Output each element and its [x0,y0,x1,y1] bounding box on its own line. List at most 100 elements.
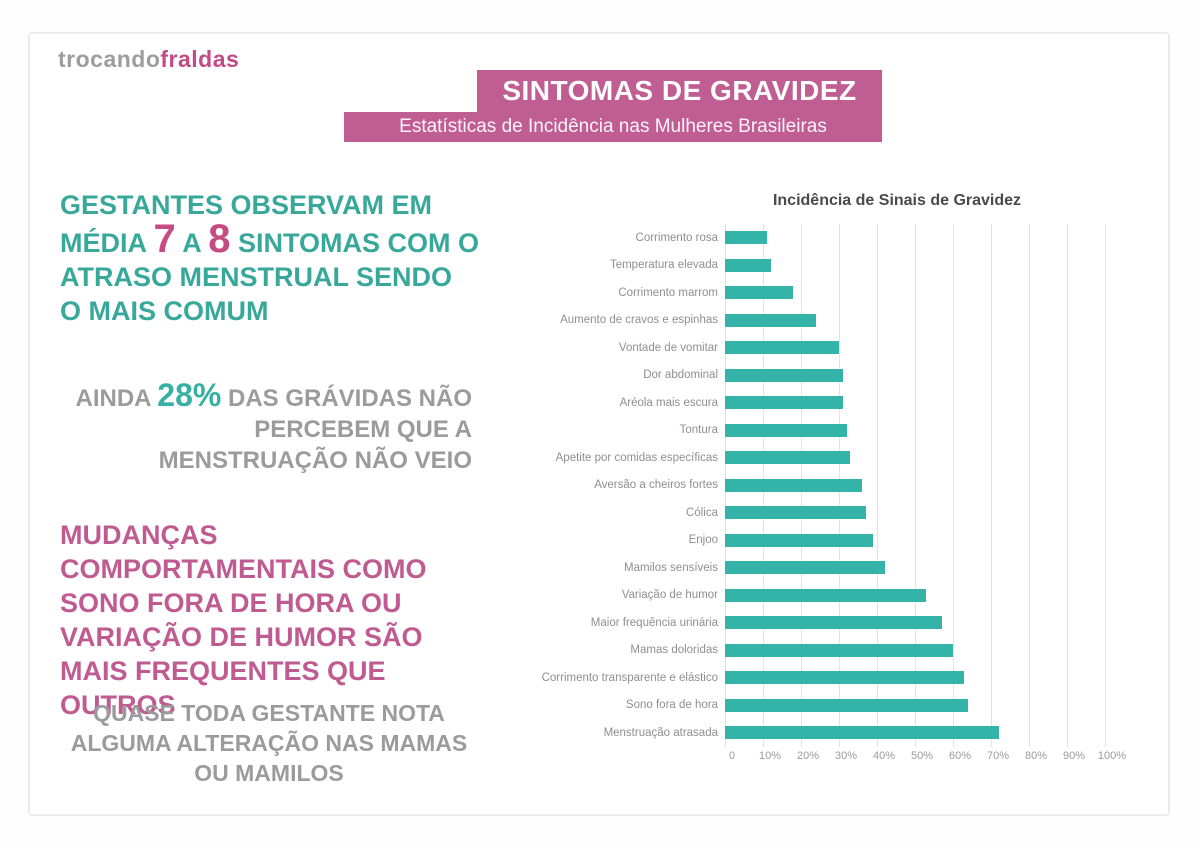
highlight-block-behavioral-changes: MUDANÇAS COMPORTAMENTAIS COMO SONO FORA … [60,520,427,720]
bar-track [725,224,1106,252]
bar-category-label: Sono fora de hora [625,699,718,712]
bar-track [725,361,1106,389]
highlight-text: DAS GRÁVIDAS NÃO PERCEBEM QUE A MENSTRUA… [158,385,472,474]
banner-subtitle: Estatísticas de Incidência nas Mulheres … [344,112,882,142]
bar-category-label: Apetite por comidas específicas [555,451,718,464]
bar-category-label: Menstruação atrasada [603,726,718,739]
chart-bar-row: Cólica [462,499,1113,527]
bar-track [725,389,1106,417]
bar-track [725,416,1106,444]
logo-part-trocando: trocando [58,46,161,72]
bar-category-label: Maior frequência urinária [590,616,718,629]
highlight-block-28-percent: AINDA 28% DAS GRÁVIDAS NÃO PERCEBEM QUE … [60,377,472,476]
bar-category-label: Variação de humor [621,589,718,602]
bar-track [725,471,1106,499]
bar-track [725,691,1106,719]
bar-track [725,526,1106,554]
chart-bar-row: Variação de humor [462,581,1113,609]
bar [725,506,866,520]
bar-track [725,609,1106,637]
infographic-card: trocandofraldas SINTOMAS DE GRAVIDEZ Est… [28,32,1170,816]
banner-title: SINTOMAS DE GRAVIDEZ [477,70,882,112]
highlight-text: GESTANTES OBSERVAM EM MÉDIA [60,190,433,258]
bar-track [725,636,1106,664]
bar-category-label: Cólica [686,506,718,519]
bar-track [725,444,1106,472]
bar [725,286,794,300]
bar-track [725,279,1106,307]
bar [725,258,771,272]
x-axis-tick: 80% [1024,750,1048,762]
bar [725,588,927,602]
chart-bar-row: Mamilos sensíveis [462,554,1113,582]
chart-bar-row: Mamas doloridas [462,636,1113,664]
bar-track [725,581,1106,609]
chart-x-axis: 0 10% 20% 30% 40% 50% 60% 70% 80% 90% 100% [728,750,1126,766]
x-axis-tick: 60% [948,750,972,762]
x-axis-tick: 50% [910,750,934,762]
chart-bar-row: Corrimento marrom [462,279,1113,307]
chart-bar-row: Apetite por comidas específicas [462,444,1113,472]
bar [725,643,953,657]
chart-bar-row: Tontura [462,416,1113,444]
bar-track [725,664,1106,692]
highlight-text: A [175,228,209,258]
x-axis-tick: 90% [1062,750,1086,762]
chart-title: Incidência de Sinais de Gravidez [772,192,1022,209]
bar-category-label: Corrimento transparente e elástico [541,671,718,684]
chart-bar-row: Corrimento transparente e elástico [462,664,1113,692]
site-logo: trocandofraldas [58,46,239,73]
chart-bar-row: Vontade de vomitar [462,334,1113,362]
x-axis-tick: 20% [796,750,820,762]
x-axis-tick: 30% [834,750,858,762]
chart-bar-row: Dor abdominal [462,361,1113,389]
highlight-block-breast-changes: QUASE TODA GESTANTE NOTA ALGUMA ALTERAÇÃ… [70,700,468,786]
bar [725,561,885,575]
bar-category-label: Tontura [679,424,718,437]
bar [725,533,874,547]
bar-category-label: Aversão a cheiros fortes [594,479,718,492]
chart-bar-row: Aversão a cheiros fortes [462,471,1113,499]
bar-category-label: Dor abdominal [643,369,718,382]
highlight-block-average-symptoms: GESTANTES OBSERVAM EM MÉDIA 7 A 8 SINTOM… [60,188,480,328]
chart-bar-row: Aumento de cravos e espinhas [462,306,1113,334]
bar-chart: Corrimento rosa Temperatura elevada Corrim… [462,224,1113,747]
bar [725,671,965,685]
chart-bar-row: Menstruação atrasada [462,719,1113,747]
bar [725,698,969,712]
chart-bar-row: Corrimento rosa [462,224,1113,252]
chart-bar-row: Temperatura elevada [462,251,1113,279]
chart-bar-row: Aréola mais escura [462,389,1113,417]
bar-track [725,499,1106,527]
highlight-number-7: 7 [153,217,176,261]
bar [725,616,942,630]
highlight-number-8: 8 [208,217,231,261]
bar [725,396,843,410]
bar-category-label: Aréola mais escura [619,396,718,409]
chart-bar-row: Enjoo [462,526,1113,554]
bar-category-label: Vontade de vomitar [618,341,718,354]
bar-track [725,719,1106,747]
bar-category-label: Corrimento marrom [618,286,718,299]
bar-category-label: Aumento de cravos e espinhas [560,314,718,327]
bar-track [725,251,1106,279]
logo-part-fraldas: fraldas [160,46,240,72]
x-axis-tick: 70% [986,750,1010,762]
x-axis-tick: 40% [872,750,896,762]
highlight-text: AINDA [75,385,158,412]
x-axis-tick: 0 [728,750,736,762]
bar [725,341,839,355]
x-axis-tick: 100% [1097,750,1127,762]
bar [725,478,862,492]
x-axis-tick: 10% [758,750,782,762]
bar-track [725,334,1106,362]
bar [725,231,767,245]
chart-bar-row: Sono fora de hora [462,691,1113,719]
bar-category-label: Mamas doloridas [630,644,718,657]
bar [725,368,843,382]
bar [725,451,851,465]
bar [725,313,817,327]
highlight-stat-28: 28% [157,377,222,413]
bar-track [725,306,1106,334]
